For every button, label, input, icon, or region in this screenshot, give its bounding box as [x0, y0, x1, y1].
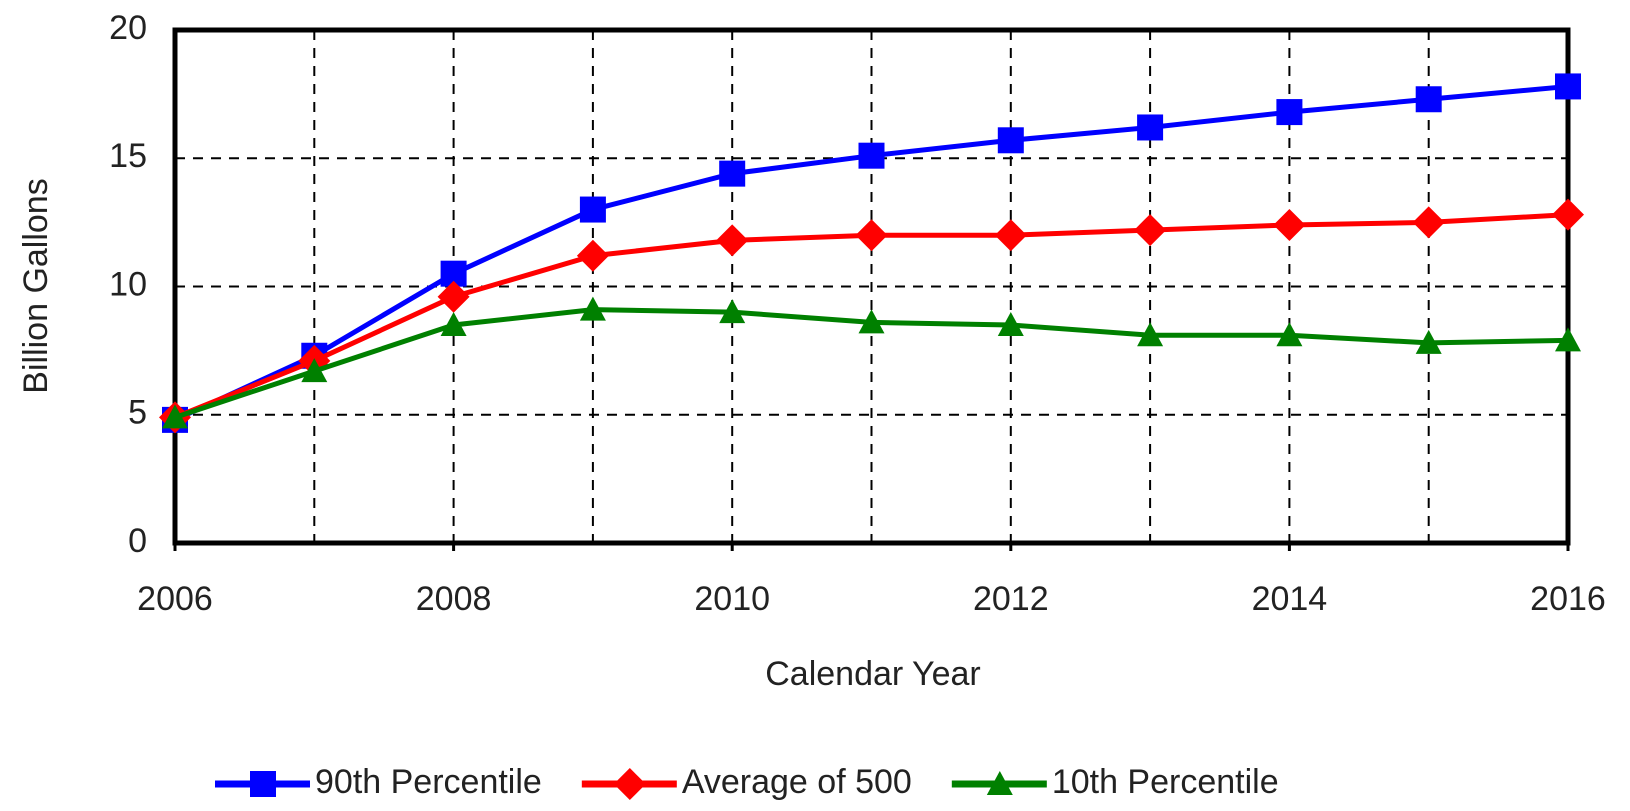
data-point [858, 142, 885, 169]
data-point [997, 127, 1024, 154]
data-point [1273, 208, 1306, 241]
legend-marker [986, 771, 1013, 795]
data-point [437, 280, 470, 313]
legend: 90th Percentile Average of 500 10th Percen… [215, 763, 1279, 801]
plot-frame [172, 27, 1571, 546]
data-point [719, 299, 746, 324]
data-point [162, 404, 188, 429]
data-point [719, 160, 746, 187]
legend-item: 90th Percentile [215, 763, 542, 801]
data-point [1276, 99, 1303, 126]
data-point [1137, 322, 1164, 347]
data-point [858, 309, 885, 334]
data-point [855, 219, 888, 252]
data-point [994, 219, 1027, 252]
x-tick-label: 2012 [973, 580, 1049, 618]
data-point [997, 311, 1024, 336]
data-point [1134, 214, 1167, 247]
x-tick-label: 2008 [416, 580, 492, 618]
legend-item: Average of 500 [581, 763, 912, 801]
data-point [579, 196, 606, 223]
data-point [1552, 198, 1584, 231]
legend-label: 10th Percentile [1052, 763, 1279, 801]
x-tick-label: 2006 [137, 580, 213, 618]
data-point [576, 239, 609, 272]
data-point [440, 311, 467, 336]
data-point [1555, 73, 1581, 100]
y-axis-title: Billion Gallons [17, 178, 55, 393]
x-tick-label: 2016 [1530, 580, 1606, 618]
data-point [301, 358, 328, 383]
data-point [579, 296, 606, 321]
data-point [1137, 114, 1164, 141]
y-tick-label: 15 [109, 137, 147, 175]
legend-label: Average of 500 [682, 763, 912, 801]
data-point [1415, 86, 1442, 113]
data-point [1555, 327, 1581, 352]
legend-marker [250, 771, 276, 797]
y-tick-label: 20 [109, 9, 147, 47]
y-tick-label: 10 [109, 265, 147, 303]
legend-label: 90th Percentile [315, 763, 542, 801]
legend-item: 10th Percentile [951, 763, 1279, 801]
y-tick-label: 5 [128, 394, 147, 432]
x-axis-title: Calendar Year [765, 655, 981, 693]
data-point [1276, 322, 1303, 347]
x-tick-label: 2010 [694, 580, 770, 618]
y-tick-label: 0 [128, 522, 147, 560]
x-tick-label: 2014 [1252, 580, 1328, 618]
data-point [1412, 206, 1445, 239]
legend-marker [613, 768, 646, 800]
data-point [1415, 329, 1442, 354]
data-point [716, 224, 749, 257]
